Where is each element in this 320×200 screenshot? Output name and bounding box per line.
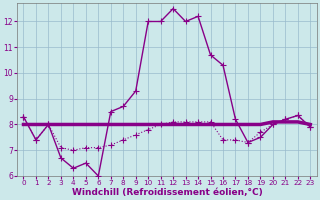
X-axis label: Windchill (Refroidissement éolien,°C): Windchill (Refroidissement éolien,°C) — [72, 188, 262, 197]
